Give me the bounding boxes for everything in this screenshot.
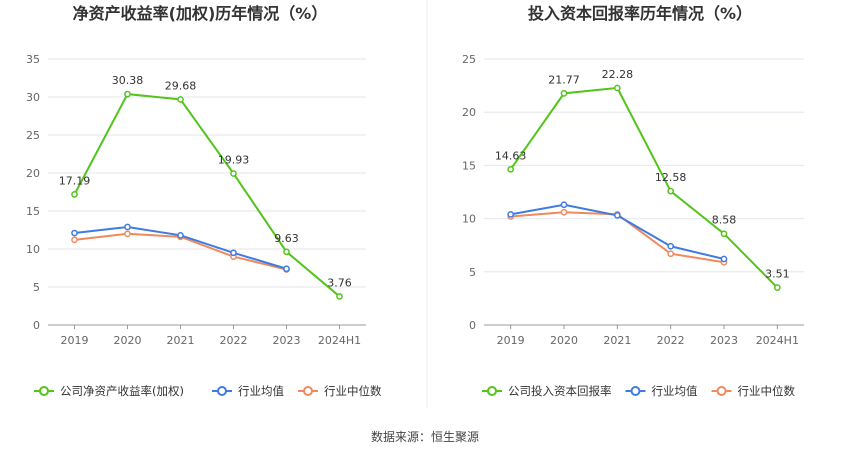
y-tick-label: 25 bbox=[462, 53, 476, 66]
data-point bbox=[71, 229, 78, 237]
series-line bbox=[510, 211, 725, 264]
x-tick-label: 2022 bbox=[220, 334, 248, 347]
data-point bbox=[507, 165, 515, 173]
data-label: 30.38 bbox=[112, 74, 144, 87]
x-tick-label: 2024H1 bbox=[318, 334, 361, 347]
chart-panel-2: 投入资本回报率历年情况（%） 0 5 10 15 20 25 2019 2020 2021 2022… bbox=[462, 4, 804, 398]
data-label: 29.68 bbox=[165, 79, 197, 92]
data-point bbox=[560, 208, 568, 216]
data-label: 12.58 bbox=[655, 171, 687, 184]
legend-label: 公司净资产收益率(加权) bbox=[60, 384, 184, 398]
x-tick-label: 2024H1 bbox=[756, 334, 799, 347]
legend-item: 公司净资产收益率(加权) bbox=[34, 384, 184, 398]
data-point bbox=[613, 212, 621, 219]
data-point bbox=[720, 230, 728, 238]
legend-item: 行业均值 bbox=[625, 384, 698, 398]
y-tick-label: 10 bbox=[26, 243, 40, 256]
data-point bbox=[336, 293, 343, 300]
y-tick-label: 0 bbox=[469, 319, 476, 332]
data-point bbox=[283, 265, 290, 273]
x-tick-label: 2022 bbox=[657, 334, 685, 347]
data-source: 数据来源：恒生聚源 bbox=[370, 430, 479, 444]
x-tick-label: 2020 bbox=[550, 334, 578, 347]
data-point bbox=[124, 90, 131, 98]
data-point bbox=[230, 170, 237, 177]
data-point bbox=[177, 96, 184, 103]
chart-title: 净资产收益率(加权)历年情况（%） bbox=[73, 4, 328, 23]
data-label: 9.63 bbox=[274, 232, 299, 245]
data-point bbox=[667, 242, 675, 250]
y-tick-label: 15 bbox=[26, 205, 40, 218]
chart-title: 投入资本回报率历年情况（%） bbox=[528, 4, 752, 23]
data-label: 14.63 bbox=[495, 149, 527, 162]
data-point bbox=[720, 255, 728, 263]
data-label: 8.58 bbox=[712, 214, 737, 227]
legend-marker bbox=[630, 386, 641, 396]
y-tick-label: 30 bbox=[26, 91, 40, 104]
chart-panel-1: 净资产收益率(加权)历年情况（%） 0 5 10 15 20 25 30 35 2019 2020 2… bbox=[26, 4, 382, 398]
data-label: 19.93 bbox=[218, 154, 250, 167]
data-label: 3.76 bbox=[327, 276, 352, 289]
data-label: 21.77 bbox=[548, 73, 580, 86]
legend-item: 行业均值 bbox=[212, 384, 284, 398]
legend-marker bbox=[487, 386, 497, 396]
data-point bbox=[560, 201, 568, 209]
data-point bbox=[507, 210, 515, 218]
x-tick-label: 2021 bbox=[603, 334, 631, 347]
x-tick-label: 2019 bbox=[497, 334, 525, 347]
x-tick-label: 2023 bbox=[273, 334, 301, 347]
x-tick-label: 2023 bbox=[710, 334, 738, 347]
y-tick-label: 20 bbox=[26, 167, 40, 180]
y-tick-label: 10 bbox=[462, 213, 476, 226]
y-tick-label: 5 bbox=[469, 266, 476, 279]
series-line bbox=[509, 86, 779, 289]
legend-label: 行业中位数 bbox=[324, 384, 382, 398]
y-tick-label: 35 bbox=[26, 53, 40, 66]
legend-label: 行业中位数 bbox=[738, 384, 796, 398]
legend-label: 公司投入资本回报率 bbox=[508, 384, 612, 398]
data-point bbox=[613, 84, 621, 92]
data-point bbox=[560, 90, 568, 97]
data-point bbox=[283, 248, 290, 256]
legend-label: 行业均值 bbox=[238, 384, 284, 398]
legend-marker bbox=[303, 386, 313, 396]
data-point bbox=[71, 191, 78, 198]
legend-item: 行业中位数 bbox=[711, 384, 796, 398]
y-tick-label: 5 bbox=[33, 281, 40, 294]
data-point bbox=[667, 250, 675, 258]
legend-marker bbox=[39, 386, 49, 396]
data-point bbox=[124, 223, 131, 231]
x-tick-label: 2021 bbox=[167, 334, 195, 347]
series-line bbox=[73, 93, 341, 298]
data-label: 3.51 bbox=[765, 268, 790, 281]
x-tick-label: 2020 bbox=[114, 334, 142, 347]
data-point bbox=[177, 231, 184, 239]
y-tick-label: 0 bbox=[33, 319, 40, 332]
data-label: 17.19 bbox=[59, 174, 91, 187]
legend-label: 行业均值 bbox=[652, 384, 698, 398]
data-label: 22.28 bbox=[602, 68, 634, 81]
y-tick-label: 25 bbox=[26, 129, 40, 142]
data-point bbox=[667, 187, 675, 195]
x-tick-label: 2019 bbox=[61, 334, 89, 347]
data-point bbox=[773, 284, 781, 292]
legend-marker bbox=[716, 386, 727, 396]
data-point bbox=[230, 249, 237, 257]
data-point bbox=[124, 230, 131, 238]
y-tick-label: 15 bbox=[462, 159, 476, 172]
legend-item: 公司投入资本回报率 bbox=[482, 384, 612, 398]
data-point bbox=[71, 236, 78, 244]
legend-item: 行业中位数 bbox=[298, 384, 382, 398]
y-tick-label: 20 bbox=[462, 106, 476, 119]
legend-marker bbox=[217, 386, 227, 396]
